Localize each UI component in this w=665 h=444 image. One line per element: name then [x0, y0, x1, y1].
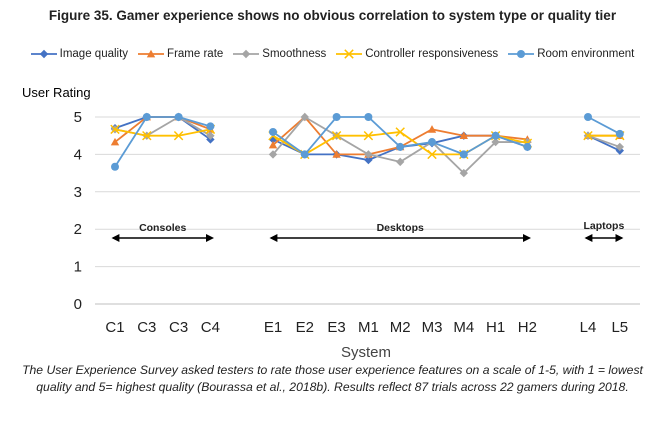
- legend: Image quality Frame rate Smoothness Control…: [0, 48, 665, 60]
- x-tick-label: M2: [390, 319, 411, 336]
- data-point: [142, 113, 151, 121]
- data-point: [110, 137, 120, 146]
- y-tick-label: 0: [74, 296, 82, 313]
- data-point: [517, 50, 526, 58]
- series-room-environment: [111, 113, 624, 171]
- plot-area: [110, 112, 625, 178]
- y-tick-label: 2: [74, 221, 82, 238]
- data-point: [332, 113, 341, 121]
- data-point: [615, 142, 624, 152]
- x-tick-label: C3: [137, 319, 156, 336]
- x-tick-label: M1: [358, 319, 379, 336]
- group-label: Laptops: [583, 220, 624, 232]
- data-point: [146, 49, 156, 58]
- data-point: [206, 122, 215, 131]
- gridlines: [95, 116, 640, 305]
- legend-item: Smoothness: [233, 48, 326, 60]
- data-point: [491, 137, 500, 147]
- data-point: [396, 157, 405, 167]
- group-label: Desktops: [377, 222, 424, 234]
- legend-swatch: [30, 49, 57, 59]
- data-point: [396, 142, 405, 151]
- legend-item: Image quality: [30, 48, 129, 60]
- x-tick-label: H2: [518, 319, 537, 336]
- y-axis-label: User Rating: [22, 85, 91, 100]
- data-point: [427, 125, 437, 133]
- chart-title: Figure 35. Gamer experience shows no obv…: [48, 8, 617, 23]
- data-point: [268, 140, 278, 149]
- y-tick-label: 3: [74, 184, 82, 201]
- data-point: [491, 131, 500, 140]
- x-tick-label: H1: [486, 319, 505, 336]
- data-point: [364, 155, 373, 165]
- data-point: [364, 150, 373, 159]
- data-point: [459, 168, 468, 178]
- legend-swatch: [508, 50, 535, 58]
- series-line: [114, 128, 211, 137]
- data-point: [39, 49, 48, 59]
- data-point: [428, 138, 436, 147]
- x-tick-label: E3: [327, 319, 345, 336]
- series-line: [114, 116, 211, 168]
- legend-label: Smoothness: [262, 48, 327, 60]
- data-point: [459, 150, 468, 159]
- x-tick-label: C1: [105, 319, 124, 336]
- data-point: [615, 129, 624, 138]
- x-tick-label: M4: [453, 319, 474, 336]
- data-point: [459, 131, 468, 140]
- data-point: [583, 130, 593, 141]
- legend-label: Image quality: [59, 48, 129, 60]
- series-line: [587, 116, 621, 135]
- legend-label: Frame rate: [167, 48, 224, 60]
- x-axis-label: System: [341, 344, 391, 361]
- data-point: [110, 124, 120, 135]
- legend-label: Room environment: [537, 48, 635, 60]
- data-point: [174, 113, 183, 121]
- data-point: [523, 142, 532, 151]
- x-tick-label: L5: [611, 319, 628, 336]
- legend-item: Frame rate: [138, 48, 223, 60]
- data-point: [331, 130, 342, 141]
- data-point: [300, 112, 309, 122]
- y-axis: 0 1 2 3 4 5: [74, 109, 82, 313]
- x-axis: C1 C3 C3 C4 E1 E2 E3 M1 M2 M3 M4 H1 H2 L4 L5: [105, 319, 628, 336]
- group-label: Consoles: [139, 222, 186, 234]
- x-tick-label: E2: [296, 319, 314, 336]
- x-tick-label: E1: [264, 319, 282, 336]
- y-tick-label: 5: [74, 109, 82, 126]
- data-point: [142, 130, 152, 141]
- data-point: [395, 127, 405, 137]
- x-tick-label: L4: [580, 319, 597, 336]
- legend-swatch: [233, 49, 260, 59]
- data-point: [363, 130, 374, 141]
- x-tick-label: M3: [422, 319, 443, 336]
- data-point: [269, 127, 277, 136]
- data-point: [173, 130, 184, 141]
- data-point: [584, 113, 592, 121]
- legend-item: Controller responsiveness: [336, 48, 498, 60]
- figure-caption: The User Experience Survey asked testers…: [22, 363, 643, 394]
- data-point: [364, 113, 373, 121]
- x-tick-label: C4: [201, 319, 220, 336]
- data-point: [332, 150, 341, 158]
- data-point: [268, 135, 278, 144]
- legend-item: Room environment: [508, 48, 634, 60]
- data-point: [268, 150, 278, 159]
- y-tick-label: 4: [74, 146, 82, 163]
- legend-swatch: [336, 49, 363, 59]
- legend-label: Controller responsiveness: [365, 48, 499, 60]
- data-point: [111, 162, 119, 171]
- data-point: [300, 150, 309, 159]
- group-annotations: Consoles Desktops Laptops: [111, 220, 624, 242]
- y-tick-label: 1: [74, 259, 82, 276]
- x-tick-label: C3: [169, 319, 188, 336]
- legend-swatch: [138, 49, 165, 58]
- data-point: [344, 49, 354, 59]
- data-point: [427, 149, 437, 160]
- series-line: [587, 134, 621, 148]
- series-smoothness: [110, 112, 624, 178]
- data-point: [206, 131, 215, 140]
